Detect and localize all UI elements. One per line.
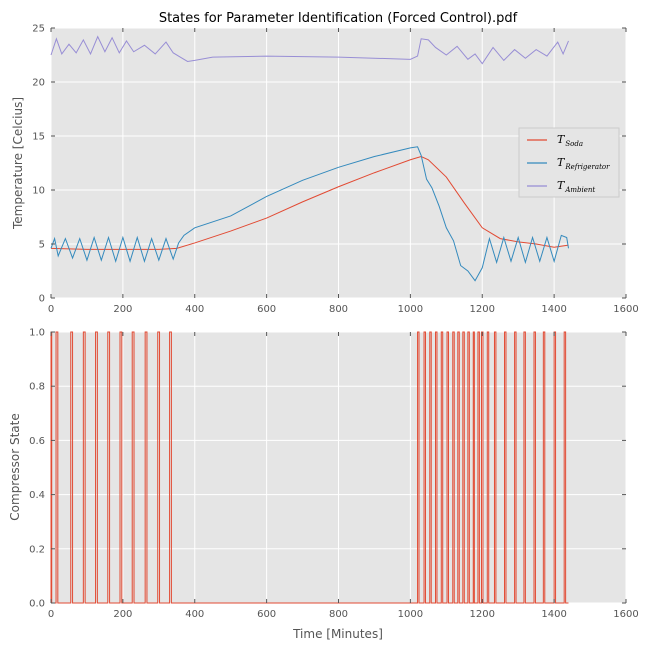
temperature-axes: 0 200 400 600 800 1000 1200 1400 16000510152025 … xyxy=(11,24,639,316)
compressor-x-tick-label: 0 xyxy=(48,609,54,620)
compressor-x-tick-label: 1200 xyxy=(470,609,495,620)
compressor-x-tick-label: 1600 xyxy=(613,609,638,620)
compressor-y-tick-label: 0.2 xyxy=(29,544,45,555)
compressor-y-tick-label: 0.8 xyxy=(29,382,45,393)
temperature-x-tick-label: 1600 xyxy=(613,304,638,315)
compressor-y-tick-label: 0.0 xyxy=(29,599,45,610)
compressor-x-tick-label: 1000 xyxy=(398,609,423,620)
temperature-y-tick-label: 0 xyxy=(39,294,45,305)
temperature-x-tick-label: 600 xyxy=(257,304,276,315)
legend-label: TRefrigerator xyxy=(557,156,610,171)
temperature-y-axis-label: Temperature [Celcius] xyxy=(11,97,25,230)
legend-label: TAmbient xyxy=(557,179,595,194)
legend-label-subscript: Soda xyxy=(565,140,583,148)
temperature-x-tick-label: 400 xyxy=(185,304,204,315)
temperature-x-tick-label: 0 xyxy=(48,304,54,315)
compressor-x-tick-label: 1400 xyxy=(541,609,566,620)
compressor-x-tick-label: 200 xyxy=(113,609,132,620)
temperature-x-tick-label: 1000 xyxy=(398,304,423,315)
legend-label-subscript: Ambient xyxy=(564,186,595,194)
compressor-x-tick-label: 600 xyxy=(257,609,276,620)
compressor-y-axis-label: Compressor State xyxy=(8,413,22,520)
temperature-x-tick-label: 200 xyxy=(113,304,132,315)
temperature-y-tick-label: 15 xyxy=(32,132,45,143)
t-refrigerator-line xyxy=(50,146,569,282)
temperature-y-tick-label: 25 xyxy=(32,24,45,35)
chart-title: States for Parameter Identification (For… xyxy=(159,11,518,26)
legend-label-symbol: T xyxy=(557,133,566,146)
legend-label-symbol: T xyxy=(557,156,566,169)
legend-label-subscript: Refrigerator xyxy=(564,163,610,171)
t-soda-line xyxy=(50,155,569,250)
temperature-y-tick-label: 10 xyxy=(32,186,45,197)
temperature-y-tick-label: 20 xyxy=(32,78,45,89)
compressor-y-tick-label: 1.0 xyxy=(29,328,45,339)
compressor-state-line xyxy=(50,331,569,604)
temperature-x-tick-label: 800 xyxy=(329,304,348,315)
legend-label: TSoda xyxy=(557,133,583,148)
time-x-axis-label: Time [Minutes] xyxy=(292,627,383,641)
compressor-x-tick-label: 800 xyxy=(329,609,348,620)
temperature-y-tick-label: 5 xyxy=(39,240,45,251)
legend-label-symbol: T xyxy=(557,179,566,192)
compressor-y-tick-label: 0.6 xyxy=(29,436,45,447)
compressor-y-tick-label: 0.4 xyxy=(29,490,45,501)
compressor-axes: 0 200 400 600 800 1000 1200 1400 1600 0.0 0.2 0.4 0.… xyxy=(8,328,639,642)
temperature-x-tick-label: 1400 xyxy=(541,304,566,315)
temperature-x-tick-label: 1200 xyxy=(470,304,495,315)
compressor-x-tick-label: 400 xyxy=(185,609,204,620)
t-ambient-line xyxy=(50,35,569,65)
